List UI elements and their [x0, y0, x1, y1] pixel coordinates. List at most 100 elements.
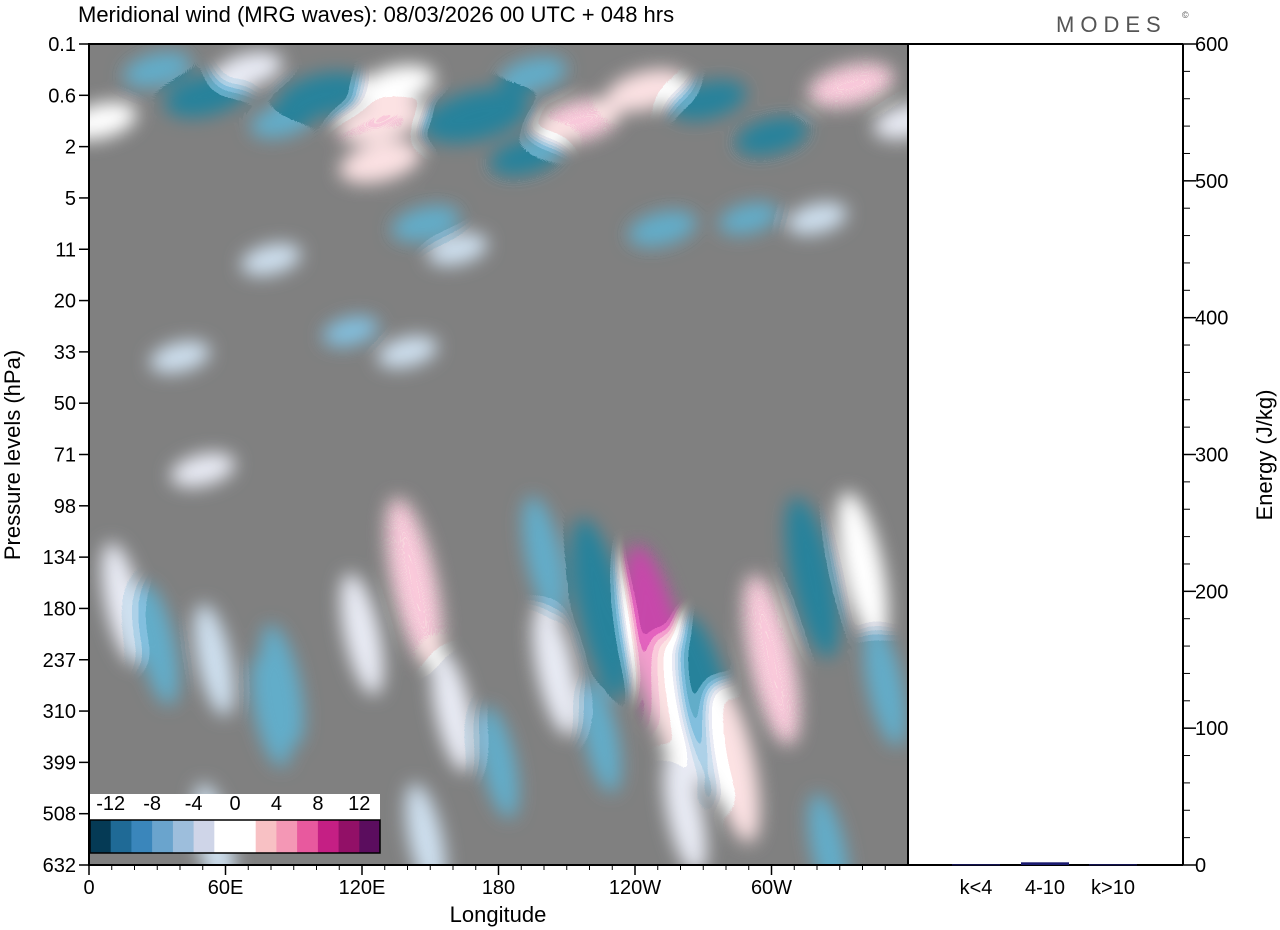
energy-category-label: k>10 — [1091, 877, 1135, 899]
field-feature — [260, 624, 304, 747]
field-feature — [276, 72, 366, 119]
y-tick-label: 11 — [55, 239, 76, 261]
colorbar-label: -12 — [96, 793, 125, 815]
field-feature — [649, 630, 703, 792]
colorbar-swatch — [338, 820, 360, 853]
colorbar-label: 4 — [271, 793, 282, 815]
colorbar-swatch — [276, 820, 298, 853]
field-feature — [808, 793, 849, 865]
field-feature — [836, 491, 889, 643]
colorbar-label: -8 — [143, 793, 161, 815]
brand-copyright-mark: © — [1182, 10, 1189, 20]
colorbar-swatch — [235, 820, 257, 853]
y-tick-label: 237 — [43, 650, 76, 672]
colorbar-swatch — [317, 820, 340, 853]
field-feature — [101, 542, 145, 665]
colorbar-swatch — [214, 820, 236, 853]
field-feature — [150, 340, 210, 374]
x-tick-label: 120W — [609, 877, 661, 899]
colorbar-label: 12 — [348, 793, 370, 815]
field-feature — [135, 583, 179, 706]
energy-tick-label: 0 — [1195, 855, 1206, 877]
energy-tick-label: 400 — [1195, 308, 1228, 330]
y-tick-label: 180 — [43, 598, 76, 620]
energy-tick-label: 100 — [1195, 718, 1228, 740]
field-feature — [669, 80, 747, 121]
y-tick-label: 0.6 — [48, 85, 76, 107]
field-feature — [785, 497, 840, 658]
y-axis: 0.1 0.6 2 5 11 20 33 50 71 98 134 180 237 310 399 508 63… — [43, 34, 89, 877]
field-feature — [743, 574, 800, 746]
energy-bar — [952, 864, 1000, 866]
y-axis-label: Pressure levels (hPa) — [0, 350, 25, 560]
colorbar: -12 -8 -4 0 4 8 12 — [89, 793, 381, 854]
colorbar-swatch — [297, 820, 319, 853]
y-tick-label: 50 — [54, 393, 76, 415]
field-feature — [478, 706, 519, 819]
field-feature — [427, 233, 488, 266]
colorbar-swatch — [193, 820, 215, 853]
field-feature — [89, 101, 137, 141]
field-feature — [522, 496, 566, 618]
colorbar-swatch — [172, 820, 195, 853]
colorbar-label: 8 — [312, 793, 323, 815]
colorbar-swatch — [152, 820, 174, 853]
y-tick-label: 71 — [54, 445, 76, 467]
chart-title: Meridional wind (MRG waves): 08/03/2026 … — [78, 2, 674, 27]
y-tick-label: 632 — [43, 855, 76, 877]
field-feature — [241, 243, 301, 276]
y-tick-label: 399 — [43, 752, 76, 774]
field-feature — [535, 98, 621, 144]
x-axis-label: Longitude — [450, 902, 547, 927]
field-feature — [123, 51, 192, 88]
field-feature — [580, 680, 622, 793]
y-tick-label: 0.1 — [48, 34, 76, 56]
energy-tick-label: 300 — [1195, 445, 1228, 467]
field-feature — [386, 497, 443, 669]
energy-bars: k<4 4-10 k>10 — [952, 862, 1137, 899]
y-tick-label: 2 — [65, 137, 76, 159]
y-tick-label: 98 — [54, 496, 76, 518]
field-feature — [663, 752, 707, 865]
y-tick-label: 20 — [54, 291, 76, 313]
field-feature — [571, 518, 631, 699]
field-feature — [391, 205, 460, 242]
wind-field — [89, 44, 908, 865]
field-feature — [340, 573, 384, 695]
y-tick-label: 134 — [43, 547, 76, 569]
y-tick-label: 508 — [43, 804, 76, 826]
field-feature — [787, 202, 847, 235]
field-feature — [532, 604, 579, 736]
energy-bar — [1089, 864, 1137, 866]
field-feature — [193, 603, 235, 716]
energy-tick-label: 200 — [1195, 581, 1228, 603]
field-feature — [405, 783, 446, 865]
field-feature — [498, 56, 567, 93]
colorbar-label-backing — [90, 794, 380, 822]
field-feature — [357, 64, 435, 106]
field-feature — [250, 655, 292, 767]
y-tick-label: 5 — [65, 188, 76, 210]
field-feature — [431, 650, 475, 772]
energy-category-label: 4-10 — [1025, 877, 1065, 899]
field-contours — [89, 51, 908, 865]
energy-axis: 0 100 200 300 400 500 600 — [1183, 34, 1228, 877]
energy-bar — [1021, 862, 1069, 865]
field-feature — [735, 117, 808, 156]
energy-tick-label: 600 — [1195, 34, 1228, 56]
colorbar-label: 0 — [229, 793, 240, 815]
field-feature — [628, 210, 697, 247]
energy-category-label: k<4 — [960, 877, 993, 899]
energy-tick-label: 500 — [1195, 171, 1228, 193]
field-feature — [863, 624, 907, 747]
field-feature — [377, 335, 438, 368]
colorbar-swatch — [131, 820, 153, 853]
colorbar-swatch — [255, 820, 277, 853]
brand-logo: MODES — [1056, 12, 1167, 37]
field-feature — [489, 137, 563, 177]
colorbar-swatch — [110, 820, 132, 853]
field-feature — [705, 682, 760, 843]
x-tick-label: 120E — [339, 877, 386, 899]
energy-axis-label: Energy (J/kg) — [1252, 390, 1277, 521]
